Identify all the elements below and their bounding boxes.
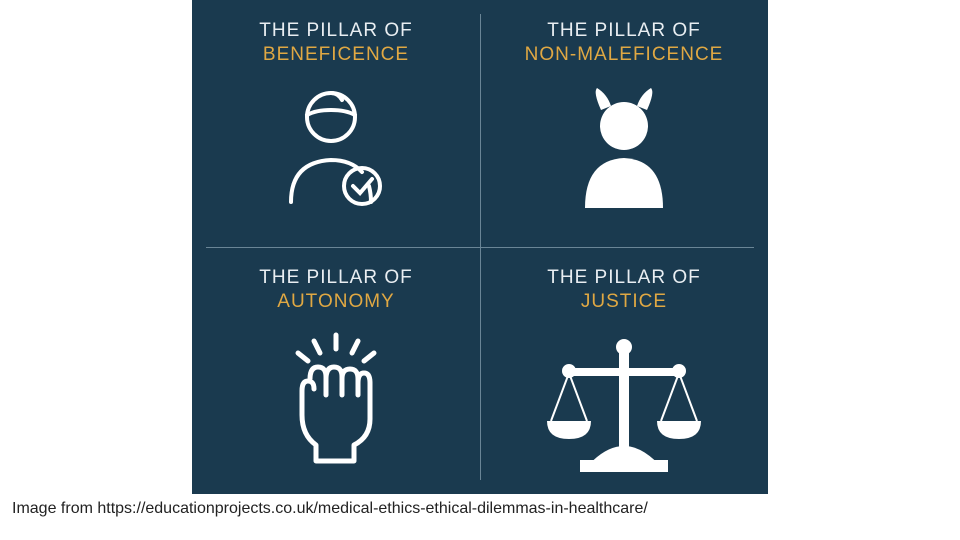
- quad-title-line2: NON-MALEFICENCE: [525, 44, 724, 66]
- quad-title-line2: BENEFICENCE: [263, 44, 409, 66]
- quad-title-line1: THE PILLAR OF: [259, 20, 412, 42]
- quad-beneficence: THE PILLAR OF BENEFICENCE: [192, 0, 480, 247]
- devil-icon: [569, 82, 679, 212]
- quad-title-line1: THE PILLAR OF: [259, 267, 412, 289]
- quad-title-line1: THE PILLAR OF: [547, 267, 700, 289]
- quad-justice: THE PILLAR OF JUSTICE: [480, 247, 768, 494]
- quad-title-line2: JUSTICE: [581, 291, 667, 313]
- quad-autonomy: THE PILLAR OF AUTONOMY: [192, 247, 480, 494]
- quad-nonmaleficence: THE PILLAR OF NON-MALEFICENCE: [480, 0, 768, 247]
- quad-title-line2: AUTONOMY: [277, 291, 394, 313]
- person-check-icon: [276, 82, 396, 212]
- fist-icon: [276, 329, 396, 469]
- scales-icon: [539, 329, 709, 479]
- pillars-panel: THE PILLAR OF BENEFICENCE THE PILLAR OF …: [192, 0, 768, 494]
- quad-title-line1: THE PILLAR OF: [547, 20, 700, 42]
- image-caption: Image from https://educationprojects.co.…: [12, 500, 648, 518]
